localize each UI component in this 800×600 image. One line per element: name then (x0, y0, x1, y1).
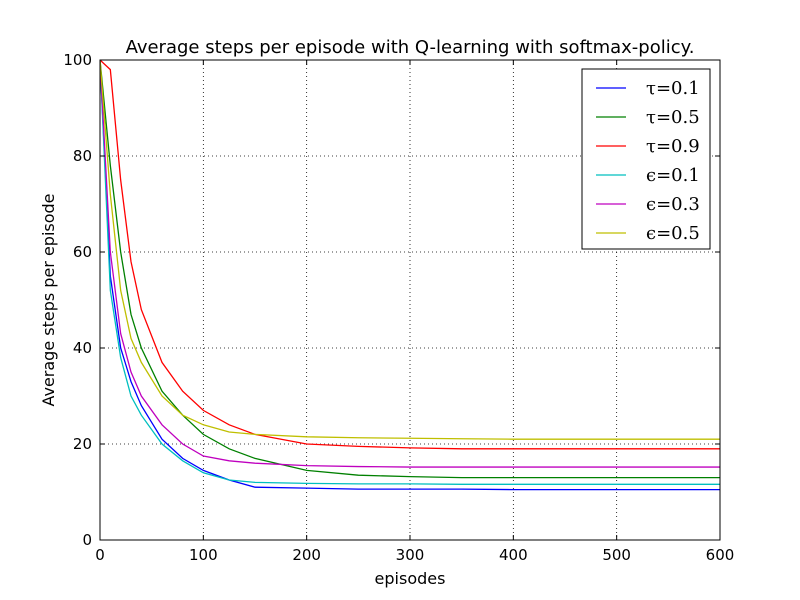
chart-title: Average steps per episode with Q-learnin… (126, 37, 695, 58)
legend-label-4: ϵ=0.3 (646, 194, 700, 215)
series-line-5 (100, 60, 720, 440)
x-tick-label: 100 (189, 546, 218, 564)
y-tick-label: 60 (73, 243, 92, 261)
y-tick-label: 0 (82, 531, 92, 549)
y-tick-label: 20 (73, 435, 92, 453)
y-tick-label: 40 (73, 339, 92, 357)
x-tick-label: 400 (499, 546, 528, 564)
series-lines (100, 60, 720, 491)
x-tick-label: 500 (602, 546, 631, 564)
x-axis-label: episodes (375, 569, 446, 588)
legend-box (581, 68, 711, 250)
x-tick-label: 200 (292, 546, 321, 564)
y-tick-label: 100 (63, 51, 92, 69)
y-tick-label: 80 (73, 147, 92, 165)
legend-label-5: ϵ=0.5 (646, 223, 700, 244)
axis-ticks: 0 100 200 300 400 500 600 0 20 40 60 80 100 (63, 51, 734, 564)
series-line-3 (100, 60, 720, 485)
x-tick-label: 600 (706, 546, 735, 564)
series-line-4 (100, 60, 720, 468)
legend-label-0: τ=0.1 (646, 78, 700, 99)
series-line-0 (100, 60, 720, 491)
x-tick-label: 0 (95, 546, 105, 564)
legend-label-3: ϵ=0.1 (646, 165, 700, 186)
y-axis-label: Average steps per episode (39, 193, 58, 406)
x-tick-label: 300 (396, 546, 425, 564)
series-line-1 (100, 60, 720, 479)
legend-label-2: τ=0.9 (646, 136, 700, 157)
legend-label-1: τ=0.5 (646, 107, 700, 128)
legend: τ=0.1 τ=0.5 τ=0.9 ϵ=0.1 ϵ=0.3 ϵ=0.5 (581, 68, 711, 250)
